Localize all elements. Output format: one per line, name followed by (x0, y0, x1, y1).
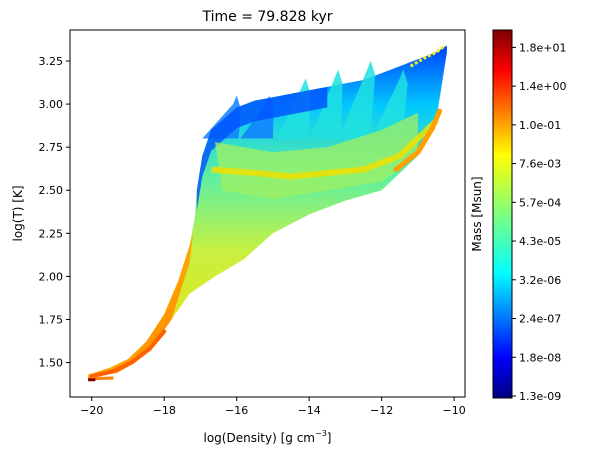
x-tick-label: −20 (80, 404, 103, 417)
x-tick-label: −12 (370, 404, 393, 417)
y-tick-label: 2.25 (39, 227, 64, 240)
chart-title: Time = 79.828 kyr (202, 9, 333, 25)
y-tick-label: 3.25 (39, 55, 64, 68)
colorbar-tick-label: 1.8e-08 (519, 351, 561, 364)
green-core (215, 112, 418, 199)
y-axis-label: log(T) [K] (11, 185, 25, 241)
plume-5 (338, 61, 376, 139)
x-tick-label: −14 (298, 404, 321, 417)
y-axis: 1.50 1.75 2.00 2.25 2.50 2.75 3.00 3.25 (39, 55, 70, 370)
x-tick-label: −16 (225, 404, 248, 417)
colorbar-ticks: 1.3e-09 1.8e-08 2.4e-07 3.2e-06 4.3e-05 5.7e-… (512, 41, 566, 403)
colorbar-tick-label: 2.4e-07 (519, 313, 561, 326)
cool-rim (196, 86, 328, 211)
colorbar-tick-label: 1.8e+01 (519, 41, 566, 54)
colorbar-tick-label: 1.3e-09 (519, 390, 561, 403)
x-axis-label-close: ] (327, 431, 332, 445)
y-tick-label: 2.75 (39, 141, 64, 154)
plot-frame (69, 29, 466, 398)
x-axis-label: log(Density) [g cm−3] (204, 429, 332, 445)
density-cloud (88, 44, 447, 382)
y-tick-label: 1.50 (39, 357, 64, 370)
colorbar-tick-label: 3.2e-06 (519, 274, 561, 287)
plot-area (69, 29, 466, 398)
x-axis: −20 −18 −16 −14 −12 −10 (80, 397, 466, 417)
colorbar-tick-label: 1.4e+00 (519, 80, 566, 93)
x-tick-label: −18 (153, 404, 176, 417)
plume-6 (371, 69, 408, 139)
y-tick-label: 3.00 (39, 98, 64, 111)
colorbar: 1.3e-09 1.8e-08 2.4e-07 3.2e-06 4.3e-05 5.7e-… (470, 29, 566, 403)
cold-tail-core (89, 329, 167, 379)
colorbar-tick-label: 5.7e-04 (519, 196, 561, 209)
top-streak (409, 44, 447, 68)
colorbar-tick-label: 1.0e-01 (519, 119, 561, 132)
hot-edge (393, 108, 443, 173)
colorbar-gradient (492, 29, 513, 399)
y-tick-label: 1.75 (39, 313, 64, 326)
colorbar-label: Mass [Msun] (470, 176, 484, 251)
colorbar-tick-label: 7.6e-03 (519, 158, 561, 171)
y-tick-label: 2.00 (39, 270, 64, 283)
warm-ridge (211, 119, 439, 180)
x-tick-label: −10 (443, 404, 466, 417)
cold-tail (88, 233, 194, 378)
colorbar-tick-label: 4.3e-05 (519, 235, 561, 248)
y-tick-label: 2.50 (39, 184, 64, 197)
x-axis-label-main: log(Density) [g cm (204, 431, 316, 445)
x-axis-label-exponent: −3 (315, 429, 327, 438)
